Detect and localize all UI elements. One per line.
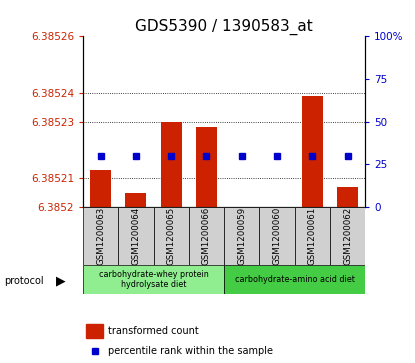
Bar — [330, 207, 365, 265]
Text: GSM1200060: GSM1200060 — [273, 207, 281, 265]
Title: GDS5390 / 1390583_at: GDS5390 / 1390583_at — [135, 19, 313, 35]
Text: GSM1200059: GSM1200059 — [237, 207, 246, 265]
Bar — [90, 170, 111, 207]
Bar — [154, 207, 189, 265]
Bar — [302, 96, 323, 207]
Bar — [83, 207, 118, 265]
Bar — [118, 207, 154, 265]
Bar — [266, 207, 288, 326]
Bar — [161, 122, 182, 207]
Text: protocol: protocol — [4, 276, 44, 286]
Text: GSM1200061: GSM1200061 — [308, 207, 317, 265]
Bar — [231, 207, 252, 343]
Bar — [295, 207, 330, 265]
Text: GSM1200062: GSM1200062 — [343, 207, 352, 265]
Text: carbohydrate-amino acid diet: carbohydrate-amino acid diet — [235, 275, 354, 284]
Bar — [86, 324, 103, 338]
Text: GSM1200064: GSM1200064 — [132, 207, 140, 265]
Text: ▶: ▶ — [56, 275, 66, 288]
Bar — [259, 207, 295, 265]
Text: transformed count: transformed count — [108, 326, 199, 336]
Bar — [196, 127, 217, 207]
Text: GSM1200065: GSM1200065 — [167, 207, 176, 265]
Bar — [224, 207, 259, 265]
Bar — [189, 207, 224, 265]
Text: GSM1200066: GSM1200066 — [202, 207, 211, 265]
Text: GSM1200063: GSM1200063 — [96, 207, 105, 265]
Text: carbohydrate-whey protein
hydrolysate diet: carbohydrate-whey protein hydrolysate di… — [99, 270, 208, 289]
Bar — [125, 193, 146, 207]
Bar — [224, 265, 365, 294]
Bar — [83, 265, 224, 294]
Bar — [337, 187, 358, 207]
Text: percentile rank within the sample: percentile rank within the sample — [108, 346, 273, 356]
